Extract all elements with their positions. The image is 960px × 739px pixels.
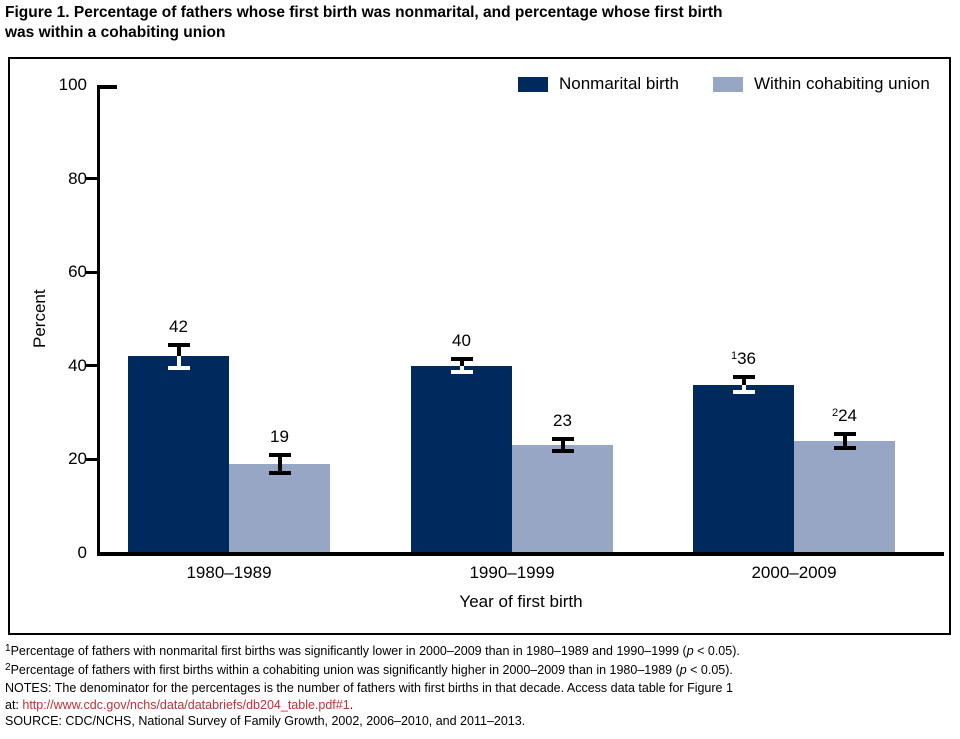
footnote-text: NOTES: The denominator for the percentag… [5, 681, 733, 696]
footnote-line-1: 1Percentage of fathers with nonmarital f… [5, 643, 955, 662]
y-tick-label-0: 0 [77, 543, 87, 562]
legend-swatch-cohabiting [713, 76, 743, 92]
legend-swatch-nonmarital [518, 76, 548, 92]
footnote-line-3: NOTES: The denominator for the percentag… [5, 680, 955, 697]
error-bar-1-2 [833, 431, 856, 450]
y-tick-100-inward [97, 85, 117, 89]
footnote-text: Percentage of fathers with nonmarital fi… [10, 644, 687, 658]
y-tick-label-100: 100 [58, 75, 87, 94]
footnotes: 1Percentage of fathers with nonmarital f… [5, 643, 955, 730]
footnote-text: p [686, 644, 694, 658]
x-category-label-2: 2000–2009 [751, 563, 837, 582]
error-bar-0-0 [167, 343, 190, 370]
bar-cohabiting-0 [229, 464, 330, 555]
chart-frame: Nonmarital birth Within cohabiting union… [8, 57, 951, 635]
y-tick-80 [86, 177, 97, 181]
bar-value-label-0-2: 136 [730, 348, 757, 368]
chart-legend: Nonmarital birth Within cohabiting union [518, 74, 930, 94]
footnote-text: Percentage of fathers with first births … [10, 662, 680, 677]
bar-value-label-1-1: 23 [553, 411, 572, 431]
error-bar-cap-bottom [732, 390, 755, 395]
footnote-line-4: at: http://www.cdc.gov/nchs/data/databri… [5, 697, 955, 714]
y-tick-20 [86, 457, 97, 461]
footnote-text: SOURCE: CDC/NCHS, National Survey of Fam… [5, 714, 526, 729]
error-bar-cap-bottom [833, 445, 856, 450]
error-bar-cap-bottom [551, 449, 574, 454]
bar-nonmarital-2 [693, 384, 794, 555]
x-category-label-0: 1980–1989 [186, 563, 272, 582]
error-bar-cap-bottom [268, 470, 291, 475]
bar-value-label-1-2: 224 [831, 405, 858, 425]
y-tick-label-60: 60 [68, 262, 87, 282]
error-bar-stem-bottom [277, 464, 282, 475]
error-bar-0-1 [450, 357, 473, 375]
y-tick-60 [86, 270, 97, 274]
value-superscript: 2 [831, 406, 839, 419]
y-tick-40 [86, 364, 97, 368]
error-bar-stem-bottom [176, 356, 181, 370]
footnote-text: p [679, 662, 687, 677]
plot-area: Percent Year of first birth 0 20 40 60 80 100… [10, 59, 949, 633]
error-bar-cap-bottom [167, 365, 190, 370]
error-bar-0-2 [732, 374, 755, 395]
footnote-text: < 0.05). [686, 662, 733, 677]
error-bar-stem-top [741, 374, 746, 385]
error-bar-stem-top [560, 437, 565, 446]
bar-cohabiting-2 [794, 440, 895, 555]
bar-value-label-0-1: 40 [452, 331, 471, 351]
x-category-label-1: 1990–1999 [469, 563, 555, 582]
legend-label-cohabiting: Within cohabiting union [754, 74, 930, 93]
value-superscript: 1 [730, 349, 738, 362]
footnote-text: at: [5, 697, 23, 712]
figure-title-line-2: was within a cohabiting union [5, 24, 226, 41]
bar-value-label-0-0: 42 [169, 317, 188, 337]
footnote-line-2: 2Percentage of fathers with first births… [5, 662, 955, 681]
bar-value-label-1-0: 19 [270, 427, 289, 447]
bar-nonmarital-0 [128, 356, 229, 555]
error-bar-stem-top [176, 343, 181, 357]
error-bar-stem-bottom [459, 365, 464, 375]
y-tick-label-40: 40 [68, 355, 87, 375]
legend-label-nonmarital: Nonmarital birth [559, 74, 679, 93]
footnote-marker: 2 [5, 661, 11, 673]
error-bar-1-1 [551, 437, 574, 454]
error-bar-stem-top [842, 431, 847, 441]
y-tick-label-20: 20 [68, 449, 87, 469]
footnote-text: < 0.05). [693, 644, 740, 658]
y-axis-line [97, 85, 100, 553]
figure-title-line-1: Figure 1. Percentage of fathers whose fi… [5, 4, 723, 21]
footnote-text: . [349, 697, 354, 712]
legend-item-cohabiting: Within cohabiting union [713, 74, 930, 94]
legend-item-nonmarital: Nonmarital birth [518, 74, 679, 94]
x-axis-title: Year of first birth [459, 592, 583, 611]
error-bar-stem-bottom [741, 384, 746, 395]
figure-title: Figure 1. Percentage of fathers whose fi… [5, 3, 805, 43]
error-bar-stem-top [459, 357, 464, 366]
footnote-line-5: SOURCE: CDC/NCHS, National Survey of Fam… [5, 713, 955, 730]
y-tick-label-80: 80 [68, 168, 87, 188]
error-bar-cap-bottom [450, 370, 473, 375]
error-bar-stem-top [277, 453, 282, 465]
bar-cohabiting-1 [512, 445, 613, 555]
bar-nonmarital-1 [411, 365, 512, 555]
error-bar-stem-bottom [842, 440, 847, 450]
x-axis-baseline [97, 552, 944, 556]
error-bar-1-0 [268, 453, 291, 475]
footnote-marker: 1 [5, 643, 11, 654]
data-table-link[interactable]: http://www.cdc.gov/nchs/data/databriefs/… [22, 697, 350, 712]
